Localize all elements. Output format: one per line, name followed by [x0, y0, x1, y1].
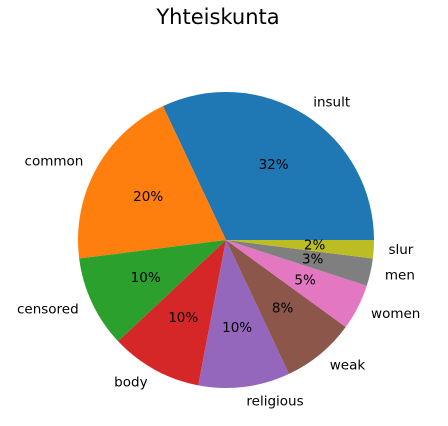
slice-common — [78, 106, 226, 259]
pct-label-slur: 2% — [304, 238, 326, 254]
slice-women — [226, 240, 367, 327]
slice-label-common: common — [25, 154, 84, 170]
slice-insult — [162, 92, 374, 240]
slice-label-religious: religious — [246, 394, 303, 410]
slice-label-women: women — [371, 306, 420, 322]
slice-men — [226, 240, 373, 286]
pct-label-insult: 32% — [259, 157, 289, 173]
pct-label-women: 5% — [294, 272, 316, 288]
pct-label-men: 3% — [302, 251, 324, 267]
slice-body — [118, 240, 226, 386]
slice-label-weak: weak — [330, 357, 366, 373]
pct-label-weak: 8% — [272, 300, 294, 316]
pct-label-common: 20% — [133, 189, 163, 205]
chart-title: Yhteiskunta — [155, 5, 279, 29]
slice-label-censored: censored — [17, 301, 79, 317]
slice-label-body: body — [114, 375, 147, 391]
slice-weak — [226, 240, 346, 374]
pct-label-religious: 10% — [222, 320, 252, 336]
slice-slur — [226, 240, 374, 259]
slice-label-insult: insult — [313, 95, 350, 111]
pie-slices — [78, 92, 374, 389]
pie-labels: insult common censored body religious weak wom… — [17, 95, 420, 410]
pct-label-body: 10% — [168, 310, 198, 326]
slice-label-slur: slur — [388, 242, 413, 258]
slice-label-men: men — [385, 268, 415, 284]
pct-label-censored: 10% — [131, 270, 161, 286]
slice-religious — [198, 240, 290, 389]
slice-censored — [79, 240, 226, 342]
pie-percent-labels: 32% 20% 10% 10% 10% 8%5% 3%2% — [131, 157, 326, 336]
